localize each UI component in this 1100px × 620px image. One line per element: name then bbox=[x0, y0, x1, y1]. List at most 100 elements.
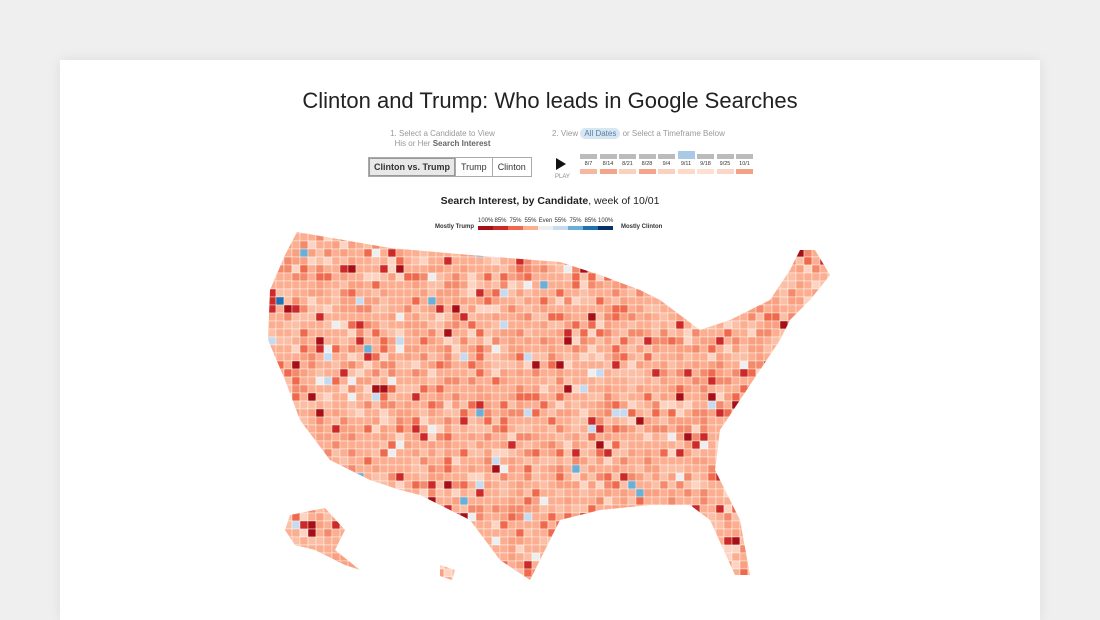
county-cell bbox=[827, 320, 830, 330]
county-cell bbox=[779, 392, 789, 402]
candidate-button[interactable]: Clinton vs. Trump bbox=[369, 158, 457, 176]
county-cell bbox=[595, 264, 605, 274]
county-cell bbox=[315, 312, 325, 322]
county-cell bbox=[651, 336, 661, 346]
county-cell bbox=[715, 408, 725, 418]
county-cell bbox=[459, 408, 469, 418]
county-cell bbox=[403, 560, 413, 570]
county-cell bbox=[395, 344, 405, 354]
week-button[interactable]: 8/21 bbox=[619, 154, 636, 174]
county-cell bbox=[347, 424, 357, 434]
county-cell bbox=[659, 240, 669, 250]
county-cell bbox=[643, 464, 653, 474]
county-cell bbox=[603, 344, 613, 354]
county-cell bbox=[371, 416, 381, 426]
county-cell bbox=[491, 568, 501, 578]
week-button[interactable]: 9/4 bbox=[658, 154, 675, 174]
county-cell bbox=[339, 408, 349, 418]
county-cell bbox=[779, 576, 789, 580]
county-cell bbox=[268, 328, 277, 338]
county-cell bbox=[659, 440, 669, 450]
county-cell bbox=[395, 456, 405, 466]
county-cell bbox=[723, 504, 733, 514]
county-cell bbox=[339, 304, 349, 314]
county-cell bbox=[779, 504, 789, 514]
county-cell bbox=[619, 408, 629, 418]
county-cell bbox=[755, 304, 765, 314]
county-cell bbox=[531, 488, 541, 498]
county-cell bbox=[531, 552, 541, 562]
candidate-button[interactable]: Clinton bbox=[497, 162, 526, 172]
county-cell bbox=[803, 232, 813, 234]
county-cell bbox=[539, 312, 549, 322]
county-cell bbox=[683, 448, 693, 458]
county-cell bbox=[403, 280, 413, 290]
county-cell bbox=[667, 272, 677, 282]
play-button[interactable] bbox=[556, 158, 566, 170]
county-cell bbox=[347, 328, 357, 338]
county-cell bbox=[507, 312, 517, 322]
county-cell bbox=[547, 464, 557, 474]
county-cell bbox=[315, 560, 325, 570]
county-cell bbox=[371, 552, 381, 562]
week-button[interactable]: 9/25 bbox=[716, 154, 734, 174]
county-cell bbox=[371, 472, 381, 482]
county-cell bbox=[691, 280, 701, 290]
county-cell bbox=[419, 504, 429, 514]
week-button[interactable]: 8/14 bbox=[599, 154, 617, 174]
county-cell bbox=[531, 464, 541, 474]
county-cell bbox=[571, 344, 581, 354]
county-cell bbox=[323, 232, 333, 234]
county-cell bbox=[811, 304, 821, 314]
county-cell bbox=[339, 392, 349, 402]
county-cell bbox=[611, 472, 621, 482]
county-cell bbox=[619, 424, 629, 434]
county-cell bbox=[467, 560, 477, 570]
county-cell bbox=[387, 536, 397, 546]
county-cell bbox=[603, 376, 613, 386]
county-cell bbox=[419, 576, 429, 580]
county-cell bbox=[635, 544, 645, 554]
county-cell bbox=[467, 528, 477, 538]
county-cell bbox=[299, 448, 309, 458]
county-cell bbox=[483, 368, 493, 378]
county-cell bbox=[667, 520, 677, 530]
county-cell bbox=[268, 480, 277, 490]
candidate-button[interactable]: Trump bbox=[456, 158, 493, 176]
county-cell bbox=[635, 400, 645, 410]
county-cell bbox=[659, 576, 669, 580]
week-button[interactable]: 8/28 bbox=[638, 154, 656, 174]
week-button[interactable]: 9/18 bbox=[697, 154, 714, 174]
map-title: Search Interest, by Candidate, week of 1… bbox=[60, 195, 1040, 207]
all-dates-button[interactable]: All Dates bbox=[580, 128, 621, 139]
county-cell bbox=[283, 336, 293, 346]
county-cell bbox=[779, 272, 789, 282]
county-cell bbox=[499, 456, 509, 466]
county-cell bbox=[563, 408, 573, 418]
county-cell bbox=[523, 336, 533, 346]
county-cell bbox=[459, 536, 469, 546]
county-cell bbox=[691, 544, 701, 554]
county-cell bbox=[731, 328, 741, 338]
county-cell bbox=[795, 232, 805, 234]
county-cell bbox=[731, 336, 741, 346]
county-cell bbox=[531, 360, 541, 370]
county-cell bbox=[811, 344, 821, 354]
week-button[interactable]: 9/11 bbox=[677, 151, 695, 174]
county-cell bbox=[571, 472, 581, 482]
county-cell bbox=[283, 488, 293, 498]
county-cell bbox=[755, 448, 765, 458]
county-cell bbox=[587, 440, 597, 450]
county-cell bbox=[611, 264, 621, 274]
week-button[interactable]: 10/1 bbox=[736, 154, 753, 174]
week-button[interactable]: 8/7 bbox=[580, 154, 597, 174]
county-cell bbox=[411, 368, 421, 378]
county-cell bbox=[411, 328, 421, 338]
county-cell bbox=[571, 464, 581, 474]
county-cell bbox=[675, 344, 685, 354]
county-cell bbox=[371, 432, 381, 442]
county-cell bbox=[803, 304, 813, 314]
county-cell bbox=[667, 464, 677, 474]
county-cell bbox=[339, 520, 349, 530]
county-cell bbox=[579, 336, 589, 346]
